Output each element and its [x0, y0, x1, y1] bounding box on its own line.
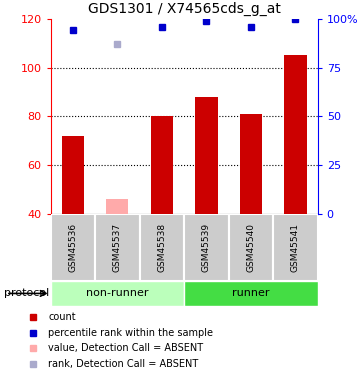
Text: percentile rank within the sample: percentile rank within the sample: [48, 328, 213, 338]
Text: rank, Detection Call = ABSENT: rank, Detection Call = ABSENT: [48, 358, 199, 369]
Bar: [140, 214, 184, 281]
Text: GSM45539: GSM45539: [202, 223, 211, 272]
Text: GSM45541: GSM45541: [291, 223, 300, 272]
Bar: [51, 214, 95, 281]
Title: GDS1301 / X74565cds_g_at: GDS1301 / X74565cds_g_at: [88, 2, 280, 16]
Bar: [95, 214, 140, 281]
Bar: [229, 214, 273, 281]
Bar: [106, 199, 129, 214]
Bar: [62, 136, 84, 214]
Bar: [51, 281, 184, 306]
Text: protocol: protocol: [4, 288, 49, 298]
Bar: [184, 281, 318, 306]
Bar: [195, 97, 217, 214]
Bar: [184, 214, 229, 281]
Text: GSM45540: GSM45540: [247, 223, 255, 272]
Text: GSM45536: GSM45536: [68, 223, 77, 272]
Bar: [151, 116, 173, 214]
Text: runner: runner: [232, 288, 270, 298]
Text: value, Detection Call = ABSENT: value, Detection Call = ABSENT: [48, 343, 203, 353]
Bar: [284, 56, 306, 214]
Text: non-runner: non-runner: [86, 288, 149, 298]
Bar: [240, 114, 262, 214]
Text: GSM45538: GSM45538: [157, 223, 166, 272]
Bar: [273, 214, 318, 281]
Text: GSM45537: GSM45537: [113, 223, 122, 272]
Text: count: count: [48, 312, 76, 322]
